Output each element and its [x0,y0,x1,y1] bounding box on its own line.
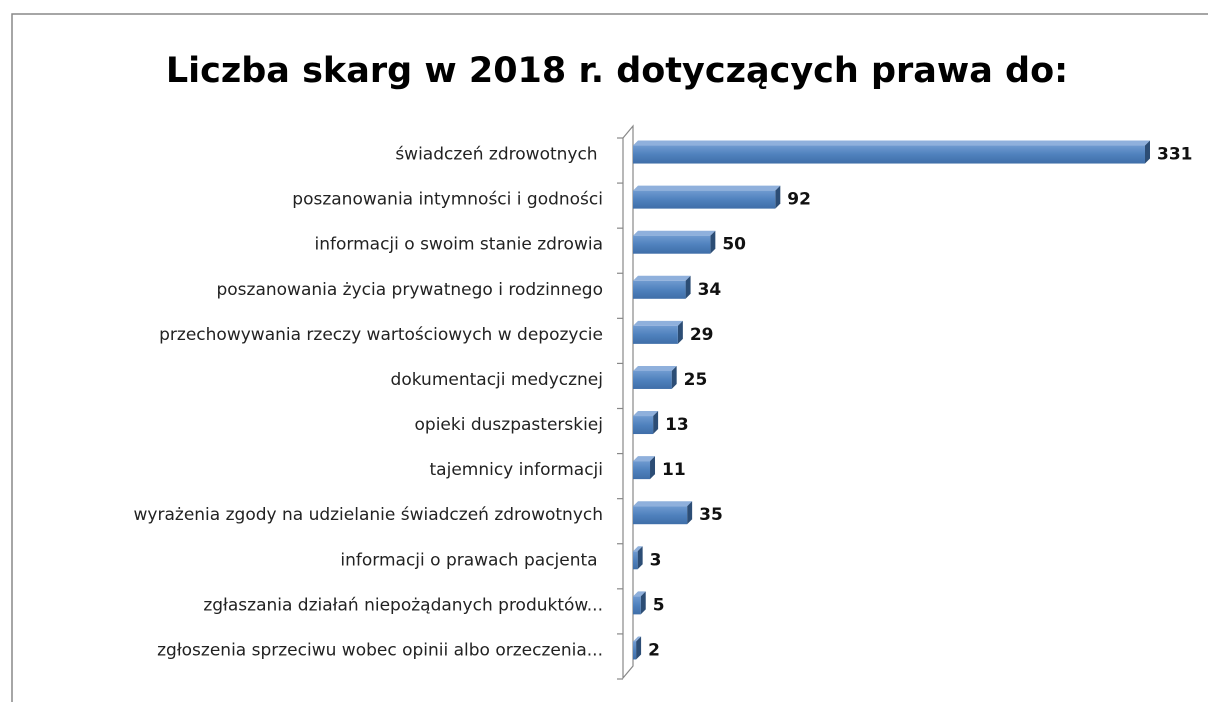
bar-face [633,501,693,507]
category-label: dokumentacji medycznej [391,370,603,390]
axis-wall [622,124,634,680]
value-label: 92 [787,190,811,210]
bar-face [633,546,643,552]
bar-face [633,551,638,570]
bar-face [637,546,643,570]
value-label: 11 [662,460,686,480]
chart-title: Liczba skarg w 2018 r. dotyczących prawa… [166,51,1068,91]
bar-face [671,365,677,389]
value-label: 50 [722,235,746,255]
bar-face [633,140,1150,146]
bar-face [640,591,646,615]
bar-face [650,456,656,480]
bar [633,546,643,570]
value-label: 3 [650,550,662,570]
category-label: informacji o prawach pacjenta [340,550,603,570]
bar [633,591,646,615]
bar-face [633,411,659,417]
value-label: 13 [665,415,689,435]
bar-face [633,365,677,371]
frame [11,13,1208,702]
bar-face [653,411,659,435]
bar-face [633,596,641,615]
value-label: 35 [699,505,723,525]
value-label: 2 [648,640,660,660]
bar-face [633,461,651,480]
bar-face [633,320,683,326]
category-label: świadczeń zdrowotnych [395,145,603,165]
bar-face [633,636,642,642]
bar [633,140,1150,164]
bar-face [633,641,637,660]
category-label: poszanowania intymności i godności [292,190,603,210]
category-label: przechowywania rzeczy wartościowych w de… [159,325,603,345]
category-label: opieki duszpasterskiej [415,415,603,435]
bar [633,185,781,209]
bar-face [633,185,781,191]
value-label: 331 [1157,145,1193,165]
bar-face [633,190,776,209]
category-label: poszanowania życia prywatnego i rodzinne… [216,280,603,300]
bar-face [633,275,691,281]
bar [633,501,693,525]
category-label: wyrażenia zgody na udzielanie świadczeń … [134,505,603,525]
value-label: 34 [698,280,722,300]
value-label: 29 [690,325,714,345]
bar-face [633,145,1145,164]
bar [633,275,691,299]
bar-face [633,416,654,435]
bar [633,230,716,254]
bar [633,456,656,480]
bar-face [633,235,711,254]
category-label: tajemnicy informacji [430,460,603,480]
bar-face [685,275,691,299]
bar-face [633,325,678,344]
bar-face [633,456,656,462]
bar [633,320,683,344]
bar [633,365,677,389]
bar-face [636,636,642,660]
bar-face [633,370,672,389]
category-label: zgłoszenia sprzeciwu wobec opinii albo o… [157,640,603,660]
value-label: 5 [653,595,665,615]
bar-face [775,185,781,209]
bar-face [1145,140,1150,164]
bar [633,411,659,435]
bar [633,636,642,660]
bar-face [687,501,693,525]
bar-face [633,506,688,525]
value-label: 25 [684,370,708,390]
bar-face [633,280,686,299]
bar-face [633,591,646,597]
bar-face [633,230,716,236]
category-label: zgłaszania działań niepożądanych produkt… [203,595,603,615]
bar-face [710,230,716,254]
bar-face [677,320,683,344]
category-label: informacji o swoim stanie zdrowia [315,235,603,255]
